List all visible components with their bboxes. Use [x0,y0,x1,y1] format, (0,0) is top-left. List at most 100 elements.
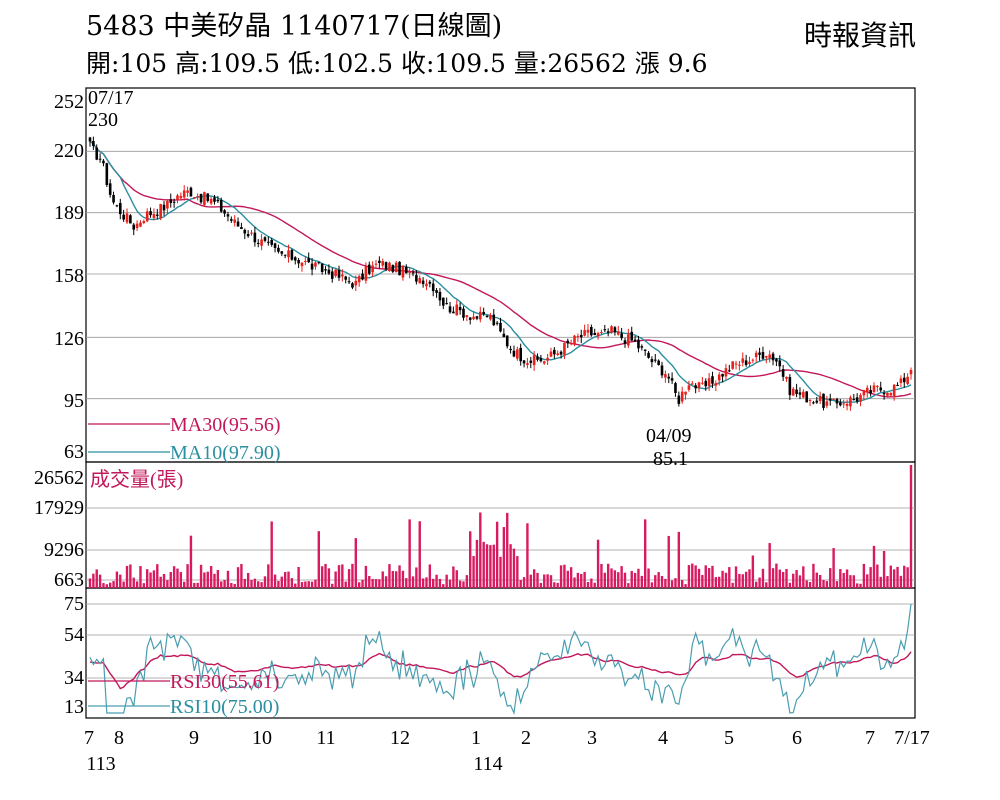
volume-bar [115,571,119,588]
candle-body [425,283,428,287]
volume-bar [872,545,876,588]
candle-body [637,339,640,349]
month-label: 8 [114,727,124,749]
candle-body [502,333,506,338]
candle-body [576,336,580,338]
candle-body [381,261,385,266]
volume-bar [233,583,236,588]
candle-body [509,348,512,351]
candle-body [347,281,351,283]
candle-body [465,315,469,318]
candle-body [687,385,691,390]
volume-bar [509,544,512,588]
candle-body [398,261,401,276]
candle-body [145,211,149,222]
volume-bar [536,572,539,588]
year-label: 114 [473,753,502,775]
volume-bar [102,583,105,588]
candle-body [744,360,748,365]
month-label: 7 [84,727,94,749]
volume-bar [186,564,189,588]
volume-bar [475,539,479,588]
volume-bar [670,580,674,588]
candle-body [805,391,808,403]
low-date-label: 04/09 [646,425,692,447]
candle-body [670,378,674,381]
volume-bar [452,566,455,588]
candle-body [536,356,539,360]
candle-body [495,322,499,324]
candle-body [532,355,536,366]
month-label: 2 [521,727,531,749]
volume-bar [243,578,246,588]
candle-body [213,197,216,202]
volume-bar [559,565,563,588]
volume-bar [122,581,125,588]
volume-bar [600,563,603,588]
volume-bar [132,577,135,588]
candle-body [122,214,125,220]
candle-body [226,214,230,217]
volume-bar [88,578,92,588]
candle-body [310,263,314,270]
volume-bar [866,574,869,588]
volume-bar [657,572,660,588]
candle-body [569,342,573,345]
volume-bar [411,576,415,588]
volume-bar [149,572,152,588]
volume-bar [361,579,364,588]
candle-body [529,360,533,363]
candle-body [583,330,586,336]
candle-body [388,262,391,272]
candle-body [438,291,442,301]
volume-bar [660,575,664,588]
candle-body [889,393,893,396]
candle-body [754,352,758,358]
volume-bar [472,556,475,588]
volume-bar [368,576,371,588]
candle-body [236,221,240,227]
volume-bar [425,577,428,588]
candle-body [246,234,250,237]
candle-body [139,222,142,227]
candle-body [573,335,576,344]
low-value-label: 85.1 [653,448,688,470]
volume-bar [152,570,156,588]
volume-bar [405,578,408,588]
year-label: 113 [86,753,115,775]
candle-body [351,283,354,288]
volume-bar [125,565,129,588]
volume-bar [297,567,300,588]
candle-body [401,265,405,278]
candle-body [102,160,105,164]
volume-bar [263,576,267,588]
volume-bar [714,577,718,588]
volume-bar [502,527,506,588]
volume-bar [135,581,139,588]
volume-bar [855,583,859,588]
volume-bar [543,574,546,588]
candle-body [704,380,708,387]
volume-bar [889,565,893,588]
volume-bar [283,572,287,588]
candle-body [606,331,610,333]
volume-bar [300,582,304,588]
volume-bar [290,578,294,588]
volume-bar [438,578,442,588]
volume-bar [586,582,590,588]
volume-bar [169,572,172,588]
volume-bar [755,581,758,588]
volume-bar [246,572,250,588]
candle-body [738,364,741,366]
volume-bar [529,574,532,588]
volume-tick: 26562 [34,467,84,489]
candle-body [129,215,132,224]
candle-body [159,204,162,219]
candle-body [304,260,307,262]
candle-body [88,137,92,142]
volume-bar [304,581,307,588]
candle-body [795,389,798,394]
rsi-tick: 13 [64,696,84,718]
volume-bar [701,575,704,588]
candle-body [253,232,257,243]
